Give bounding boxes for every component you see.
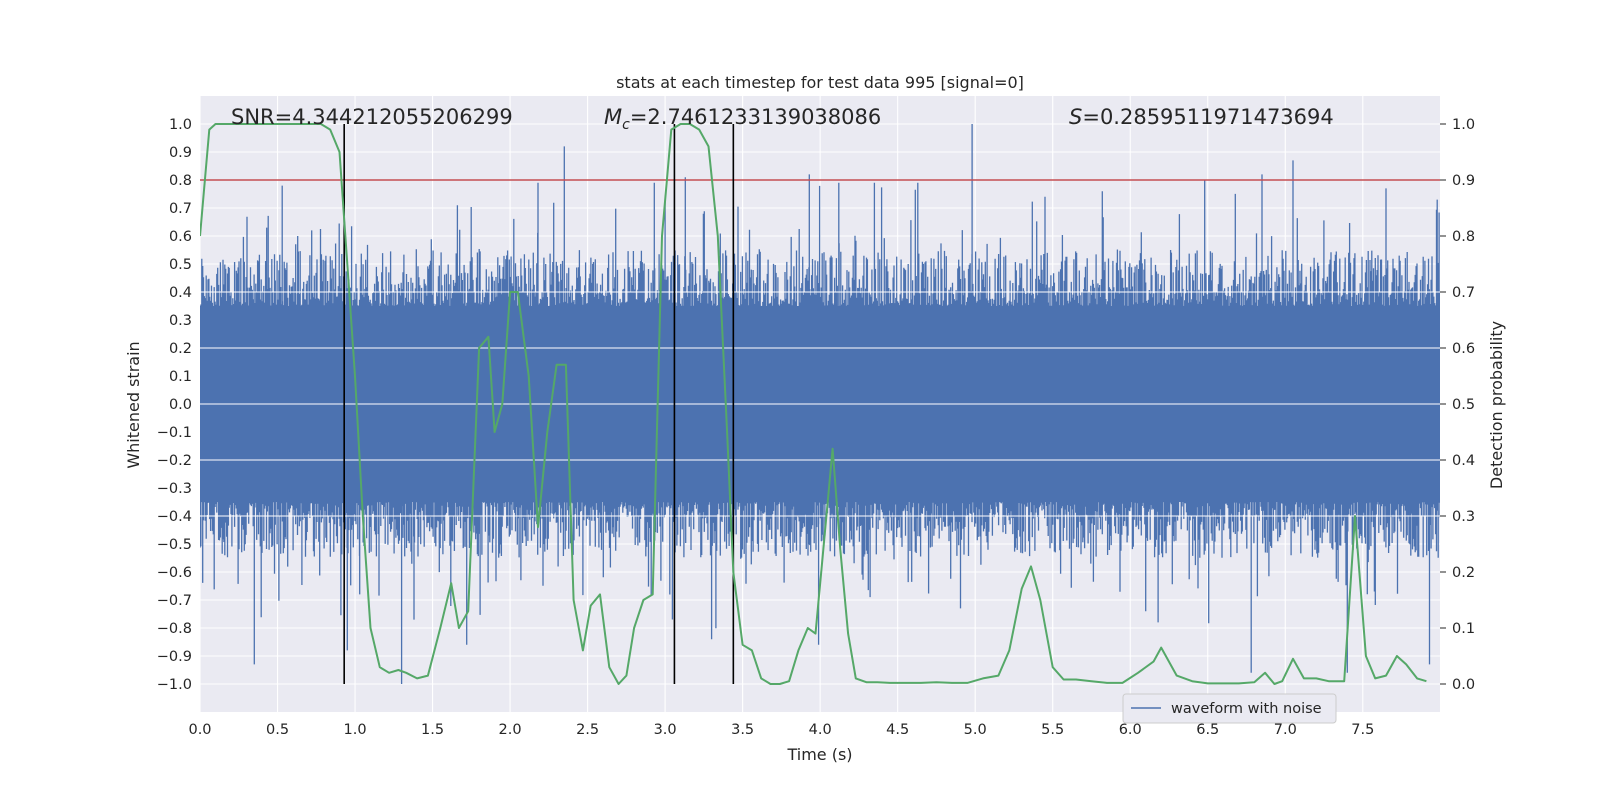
y-tick-label: −0.7 xyxy=(157,593,192,609)
y-right-tick-label: 0.0 xyxy=(1452,677,1475,693)
y-axis-ticks-right: 1.0 0.9 0.8 0.7 0.6 0.5 0.4 0.3 0.2 0.1 0.0 xyxy=(1440,117,1475,693)
legend: waveform with noise xyxy=(1122,693,1337,724)
y-tick-label: 1.0 xyxy=(169,117,192,133)
chirp-mass-annotation: Mc=2.7461233139038086 xyxy=(604,105,881,133)
legend-label-waveform: waveform with noise xyxy=(1171,701,1322,717)
x-tick-label: 5.0 xyxy=(964,722,987,738)
s-annotation: S=0.2859511971473694 xyxy=(1069,105,1334,129)
x-tick-label: 1.5 xyxy=(421,722,444,738)
x-tick-label: 0.5 xyxy=(266,722,289,738)
y-tick-label: −0.1 xyxy=(157,425,192,441)
x-axis-label: Time (s) xyxy=(786,745,852,764)
y-axis-label-left: Whitened strain xyxy=(124,341,143,468)
x-tick-label: 1.0 xyxy=(344,722,367,738)
horizontal-gridlines-overlay xyxy=(200,291,1440,517)
y-tick-label: −0.2 xyxy=(157,453,192,469)
y-tick-label: −0.5 xyxy=(157,537,192,553)
s-symbol: S xyxy=(1069,105,1082,129)
s-value: =0.2859511971473694 xyxy=(1082,105,1333,129)
y-tick-label: 0.0 xyxy=(169,397,192,413)
y-right-tick-label: 1.0 xyxy=(1452,117,1475,133)
probability-series xyxy=(200,123,1427,685)
y-right-tick-label: 0.3 xyxy=(1452,509,1475,525)
legend-box xyxy=(1122,693,1337,724)
y-tick-label: −0.4 xyxy=(157,509,192,525)
x-tick-label: 2.5 xyxy=(576,722,599,738)
x-tick-label: 4.0 xyxy=(809,722,832,738)
y-tick-label: −0.3 xyxy=(157,481,192,497)
y-right-tick-label: 0.7 xyxy=(1452,285,1475,301)
x-tick-label: 6.5 xyxy=(1196,722,1219,738)
x-tick-label: 5.5 xyxy=(1041,722,1064,738)
y-tick-label: 0.6 xyxy=(169,229,192,245)
y-right-tick-label: 0.1 xyxy=(1452,621,1475,637)
chirp-mass-subscript: c xyxy=(622,117,630,133)
y-tick-label: −1.0 xyxy=(157,677,192,693)
snr-annotation: SNR=4.344212055206299 xyxy=(231,105,513,129)
probability-line xyxy=(200,123,1427,685)
y-axis-label-right: Detection probability xyxy=(1487,321,1506,489)
y-axis-ticks-left: 1.0 0.9 0.8 0.7 0.6 0.5 0.4 0.3 0.2 0.1 0.0 −0.1 −0.… xyxy=(157,117,192,693)
chirp-mass-value: =2.7461233139038086 xyxy=(630,105,881,129)
y-tick-label: −0.8 xyxy=(157,621,192,637)
x-tick-label: 0.0 xyxy=(188,722,211,738)
y-tick-label: 0.5 xyxy=(169,257,192,273)
x-axis-ticks: 0.0 0.5 1.0 1.5 2.0 2.5 3.0 3.5 4.0 4.5 5.0 5.5 6.0 6… xyxy=(188,722,1374,738)
x-tick-label: 7.5 xyxy=(1351,722,1374,738)
x-tick-label: 3.5 xyxy=(731,722,754,738)
y-tick-label: 0.3 xyxy=(169,313,192,329)
x-tick-label: 2.0 xyxy=(499,722,522,738)
y-right-tick-label: 0.9 xyxy=(1452,173,1475,189)
y-right-tick-label: 0.6 xyxy=(1452,341,1475,357)
y-tick-label: −0.9 xyxy=(157,649,192,665)
x-tick-label: 4.5 xyxy=(886,722,909,738)
y-tick-label: 0.7 xyxy=(169,201,192,217)
y-tick-label: 0.8 xyxy=(169,173,192,189)
y-tick-label: 0.2 xyxy=(169,341,192,357)
y-tick-label: 0.9 xyxy=(169,145,192,161)
y-right-tick-label: 0.4 xyxy=(1452,453,1475,469)
y-tick-label: 0.1 xyxy=(169,369,192,385)
x-tick-label: 3.0 xyxy=(654,722,677,738)
y-right-tick-label: 0.2 xyxy=(1452,565,1475,581)
chirp-mass-symbol: M xyxy=(604,105,622,129)
y-right-tick-label: 0.8 xyxy=(1452,229,1475,245)
x-tick-label: 7.0 xyxy=(1274,722,1297,738)
y-tick-label: 0.4 xyxy=(169,285,192,301)
x-tick-label: 6.0 xyxy=(1119,722,1142,738)
chart-title: stats at each timestep for test data 995… xyxy=(616,73,1024,92)
y-right-tick-label: 0.5 xyxy=(1452,397,1475,413)
y-tick-label: −0.6 xyxy=(157,565,192,581)
